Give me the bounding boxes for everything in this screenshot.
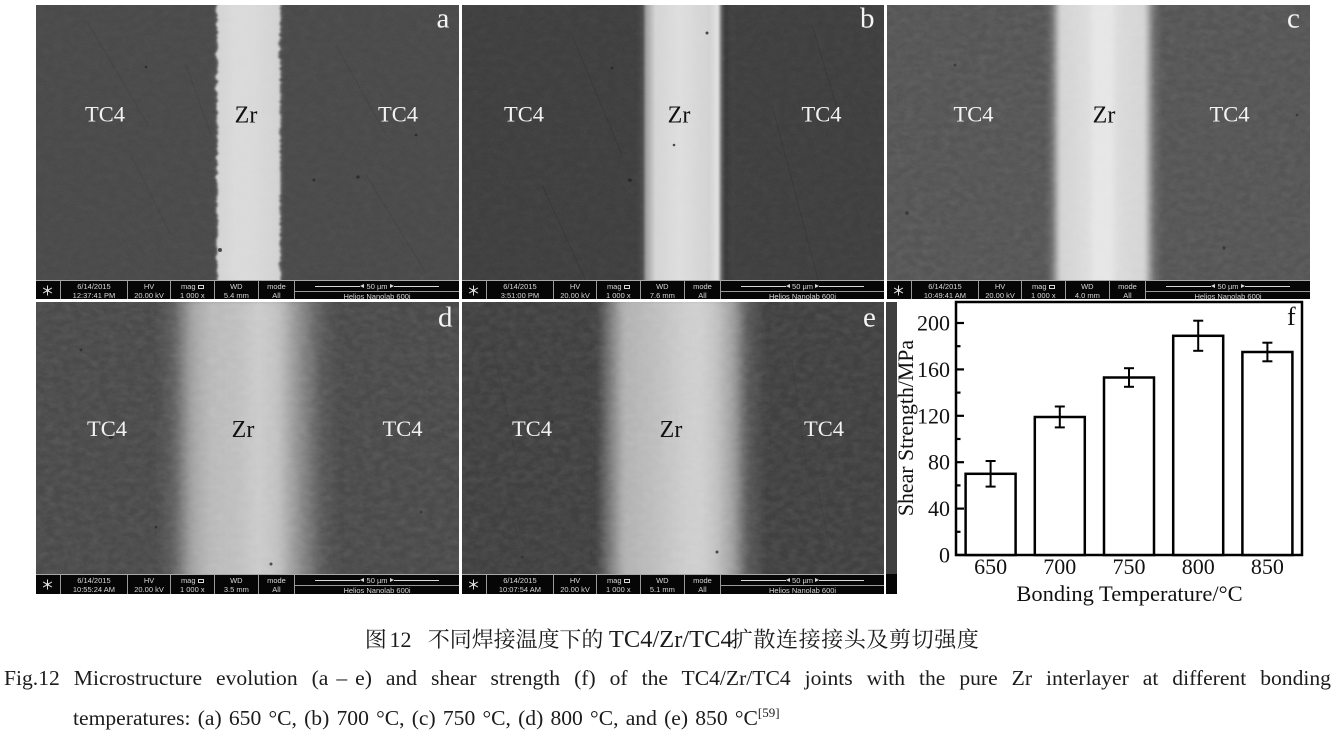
svg-text:650: 650	[974, 554, 1007, 579]
svg-text:Shear Strength/MPa: Shear Strength/MPa	[894, 340, 918, 516]
svg-text:TC4: TC4	[512, 416, 552, 441]
svg-text:850: 850	[1251, 554, 1284, 579]
svg-text:800: 800	[1182, 554, 1215, 579]
svg-text:TC4: TC4	[1209, 102, 1249, 127]
svg-text:TC4: TC4	[85, 102, 125, 127]
svg-text:Zr: Zr	[232, 417, 255, 443]
svg-text:160: 160	[917, 357, 950, 382]
svg-text:TC4: TC4	[378, 102, 418, 127]
svg-text:12: 12	[390, 627, 412, 652]
svg-text:TC4/Zr/TC4: TC4/Zr/TC4	[609, 626, 733, 653]
svg-text:c: c	[1287, 5, 1300, 35]
svg-text:TC4: TC4	[87, 416, 127, 441]
svg-text:700: 700	[1043, 554, 1076, 579]
svg-text:Zr: Zr	[660, 417, 683, 443]
svg-text:a: a	[437, 5, 450, 35]
svg-text:Bonding Temperature/°C: Bonding Temperature/°C	[1016, 581, 1242, 606]
svg-text:TC4: TC4	[382, 416, 422, 441]
svg-text:TC4: TC4	[953, 102, 993, 127]
svg-text:80: 80	[928, 450, 950, 475]
svg-text:b: b	[860, 5, 875, 35]
svg-text:TC4: TC4	[804, 416, 844, 441]
svg-text:TC4: TC4	[504, 102, 544, 127]
svg-text:750: 750	[1113, 554, 1146, 579]
svg-text:TC4: TC4	[801, 102, 841, 127]
svg-text:200: 200	[917, 311, 950, 336]
svg-text:120: 120	[917, 403, 950, 428]
svg-text:40: 40	[928, 496, 950, 521]
svg-text:0: 0	[939, 543, 950, 568]
svg-text:Zr: Zr	[235, 103, 258, 129]
svg-text:Zr: Zr	[668, 103, 691, 129]
svg-text:d: d	[438, 302, 453, 334]
svg-text:Zr: Zr	[1093, 103, 1116, 129]
svg-text:f: f	[1287, 302, 1296, 331]
svg-text:e: e	[863, 302, 876, 334]
